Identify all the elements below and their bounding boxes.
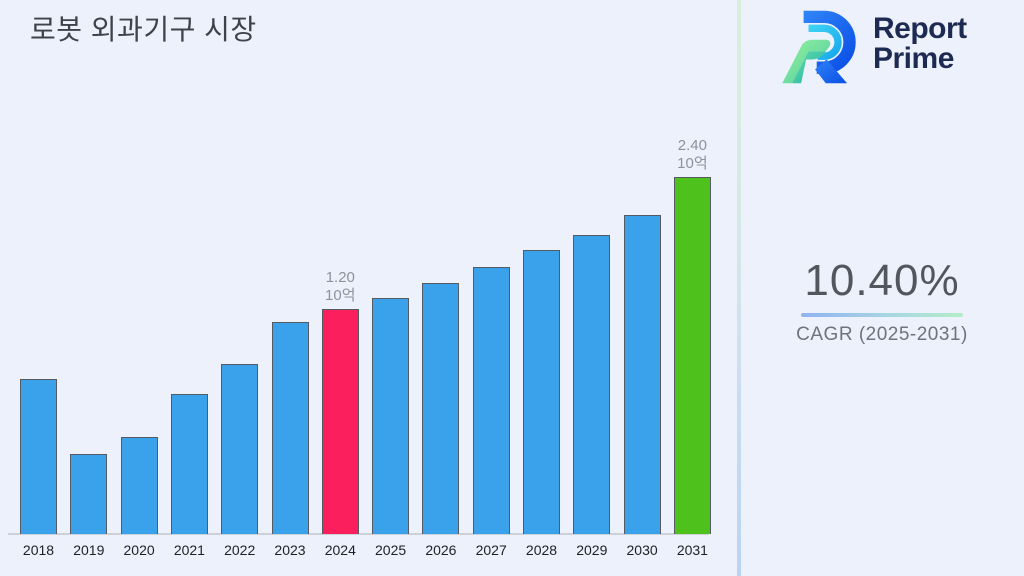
x-axis-label-2018: 2018 [22, 542, 55, 558]
logo-word-prime: Prime [873, 42, 954, 75]
bar-2018 [20, 379, 57, 534]
x-axis-label-2026: 2026 [425, 542, 457, 558]
bar-2021 [170, 394, 208, 534]
logo-word-report: Report [873, 12, 967, 45]
report-prime-logo: Report Prime [779, 6, 967, 90]
logo-wordmark: Report Prime [873, 14, 967, 74]
x-axis-label-2022: 2022 [224, 542, 256, 558]
bar-2028 [523, 250, 560, 534]
x-axis-label-2019: 2019 [73, 542, 105, 558]
bar-2019 [70, 454, 108, 534]
x-axis-label-2030: 2030 [626, 542, 658, 558]
data-label-2031: 2.40 10억 [677, 137, 708, 172]
cagr-value: 10.40% [804, 256, 960, 305]
bar-2025 [372, 298, 410, 534]
bar-2030 [623, 215, 661, 534]
x-axis-line [8, 533, 709, 535]
x-axis-label-2024: 2024 [324, 542, 356, 558]
logo-green-stroke [782, 39, 831, 84]
bar-2026 [422, 283, 460, 534]
report-prime-logo-icon [782, 10, 856, 84]
bar-2024 [321, 309, 359, 534]
data-label-2024: 1.20 10억 [325, 269, 356, 304]
logo-teal-stroke [792, 51, 826, 84]
x-axis-label-2031: 2031 [676, 542, 708, 558]
x-axis-label-2028: 2028 [525, 542, 558, 558]
vertical-divider [737, 0, 741, 576]
x-axis-label-2023: 2023 [274, 542, 306, 558]
bar-2022 [221, 364, 259, 534]
cagr-label: CAGR (2025-2031) [796, 324, 968, 345]
cagr-block: 10.40% CAGR (2025-2031) [760, 256, 1004, 346]
bar-2020 [120, 437, 158, 534]
bar-2023 [271, 322, 309, 534]
x-axis-label-2029: 2029 [576, 542, 608, 558]
logo-leg [815, 59, 848, 84]
bar-2031 [673, 177, 711, 534]
cagr-underline [801, 313, 963, 317]
bar-2029 [573, 235, 611, 534]
x-axis-label-2027: 2027 [475, 542, 507, 558]
page-title: 로봇 외과기구 시장 [30, 14, 257, 45]
bar-chart: 2018 2019 2020 2021 2022 2023 2024 1.20 10억 2025 2… [8, 137, 711, 558]
logo-cyan-arc [808, 24, 842, 60]
x-axis-label-2025: 2025 [375, 542, 407, 558]
x-axis-label-2021: 2021 [173, 542, 205, 558]
bar-2027 [472, 267, 510, 534]
x-axis-label-2020: 2020 [123, 542, 155, 558]
